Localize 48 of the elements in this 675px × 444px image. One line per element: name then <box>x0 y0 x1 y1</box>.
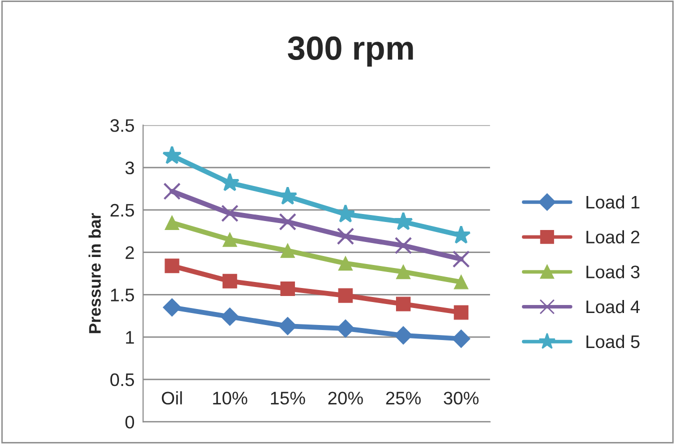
point <box>452 250 470 268</box>
y-tick-label: 2.5 <box>110 204 134 217</box>
point <box>221 204 239 222</box>
y-tick-label: 0 <box>125 416 134 429</box>
point <box>162 298 182 317</box>
point <box>278 213 296 230</box>
point <box>280 243 295 258</box>
point <box>454 274 468 290</box>
legend-label: Load 3 <box>586 265 640 278</box>
point <box>394 212 413 230</box>
y-axis-title: Pressure in bar <box>88 213 101 334</box>
point <box>396 296 411 312</box>
point <box>163 182 181 200</box>
point <box>164 215 180 230</box>
y-tick-label: 1.5 <box>111 288 134 302</box>
point <box>220 172 240 192</box>
point <box>222 232 238 247</box>
point <box>394 236 412 254</box>
y-tick-label: 3.5 <box>110 119 134 132</box>
y-tick-label: 3 <box>125 162 134 174</box>
point <box>396 264 411 280</box>
x-tick-label: Oil <box>162 391 182 405</box>
legend-label: Load 5 <box>586 334 640 348</box>
point <box>278 316 297 336</box>
point <box>164 258 180 274</box>
point <box>280 281 295 296</box>
y-tick-label: 1 <box>126 331 134 344</box>
point <box>394 326 412 345</box>
point <box>220 308 240 326</box>
point <box>338 288 353 303</box>
point <box>454 305 468 320</box>
point <box>336 228 354 245</box>
chart-title: 300 rpm <box>288 36 413 67</box>
point <box>452 330 470 348</box>
x-tick-label: 25% <box>386 392 421 405</box>
point <box>336 319 355 338</box>
point <box>222 274 238 288</box>
legend-label: Load 1 <box>586 195 640 209</box>
point <box>162 146 182 164</box>
legend-label: Load 4 <box>586 300 640 314</box>
y-tick-label: 2 <box>126 246 134 259</box>
x-tick-label: 15% <box>270 392 306 405</box>
y-tick-label: 0.5 <box>110 373 134 386</box>
x-tick-label: 10% <box>213 392 248 405</box>
x-tick-label: 20% <box>328 392 363 405</box>
point <box>338 256 353 271</box>
x-tick-label: 30% <box>444 392 479 405</box>
legend-label: Load 2 <box>586 230 640 244</box>
